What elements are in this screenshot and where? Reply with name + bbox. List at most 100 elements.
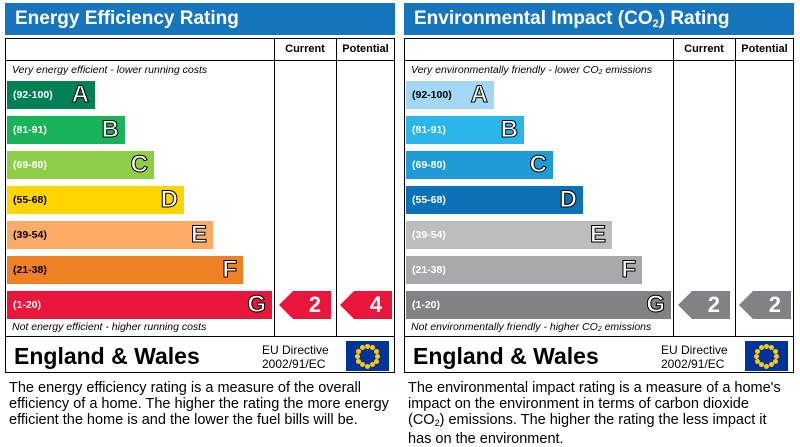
note-subscript: 2: [597, 326, 602, 333]
directive-line: 2002/91/EC: [661, 357, 725, 371]
star-icon: [356, 348, 362, 354]
title-text-end: ) Rating: [658, 8, 730, 29]
band-range: (55-68): [13, 194, 47, 206]
rating-band-b: (81-91) B: [406, 116, 524, 144]
note-text-end: emissions: [601, 321, 652, 333]
rating-band-g: (1-20) G: [406, 291, 671, 319]
star-icon: [370, 362, 375, 368]
star-icon: [355, 353, 360, 359]
top-note: Very energy efficient - lower running co…: [12, 64, 208, 76]
star-icon: [759, 344, 764, 350]
directive-line: EU Directive: [661, 343, 728, 357]
region-label: England & Wales: [413, 343, 599, 369]
star-icon: [373, 358, 379, 364]
star-icon: [360, 344, 365, 350]
divider: [735, 39, 736, 336]
band-range: (39-54): [13, 229, 47, 241]
rating-band-e: (39-54) E: [406, 221, 612, 249]
band-range: (21-38): [412, 264, 446, 276]
band-letter: B: [101, 116, 119, 144]
current-rating-arrow: 2: [678, 291, 730, 319]
rating-band-g: (1-20) G: [7, 291, 272, 319]
note-text-end: emissions: [602, 64, 653, 76]
band-range: (92-100): [13, 89, 53, 101]
band-range: (69-80): [13, 159, 47, 171]
band-letter: G: [247, 291, 267, 319]
star-icon: [755, 348, 761, 354]
desc-subscript: 2: [434, 418, 440, 428]
band-letter: D: [559, 186, 577, 214]
band-letter: E: [190, 221, 207, 249]
rating-band-e: (39-54) E: [7, 221, 213, 249]
rating-band-c: (69-80) C: [7, 151, 154, 179]
band-range: (21-38): [13, 264, 47, 276]
band-letter: B: [500, 116, 518, 144]
divider: [336, 39, 337, 336]
band-range: (81-91): [13, 124, 47, 136]
star-icon: [769, 362, 774, 368]
potential-rating-value: 2: [768, 292, 781, 317]
bottom-note: Not energy efficient - higher running co…: [12, 321, 207, 333]
environment-description: The environmental impact rating is a mea…: [408, 380, 788, 447]
rating-band-c: (69-80) C: [406, 151, 553, 179]
rating-band-d: (55-68) D: [406, 186, 583, 214]
star-icon: [365, 363, 370, 369]
environmental-impact-panel: Environmental Impact (CO2) Rating Curren…: [404, 0, 798, 447]
potential-column-header: Potential: [741, 43, 788, 55]
divider: [405, 336, 793, 337]
band-letter: A: [470, 81, 488, 109]
rating-band-f: (21-38) F: [406, 256, 642, 284]
band-letter: C: [130, 151, 148, 179]
star-icon: [370, 344, 375, 350]
divider: [6, 336, 394, 337]
band-range: (81-91): [412, 124, 446, 136]
star-icon: [764, 343, 769, 349]
divider: [673, 39, 674, 336]
star-icon: [772, 358, 778, 364]
potential-rating-arrow: 2: [739, 291, 791, 319]
eu-directive: EU Directive 2002/91/EC: [661, 343, 728, 371]
note-text: Very environmentally friendly - lower CO: [411, 64, 599, 76]
top-note: Very environmentally friendly - lower CO…: [411, 64, 652, 76]
star-icon: [356, 358, 362, 364]
band-letter: F: [222, 256, 238, 284]
note-subscript: 2: [598, 69, 603, 76]
energy-chart-frame: Current Potential Very energy efficient …: [5, 38, 395, 373]
star-icon: [759, 362, 764, 368]
star-icon: [769, 344, 774, 350]
eu-flag-icon: [745, 341, 788, 371]
title-subscript: 2: [652, 18, 659, 30]
rating-band-a: (92-100) A: [7, 81, 95, 109]
star-icon: [774, 353, 779, 359]
band-letter: C: [529, 151, 547, 179]
current-rating-value: 2: [707, 292, 720, 317]
potential-rating-value: 4: [369, 292, 382, 317]
band-range: (1-20): [13, 299, 42, 311]
current-column-header: Current: [684, 43, 724, 55]
star-icon: [754, 353, 759, 359]
current-column-header: Current: [285, 43, 325, 55]
rating-band-d: (55-68) D: [7, 186, 184, 214]
band-range: (55-68): [412, 194, 446, 206]
current-rating-value: 2: [308, 292, 321, 317]
divider: [6, 60, 394, 61]
star-icon: [365, 343, 370, 349]
band-letter: G: [646, 291, 666, 319]
potential-column-header: Potential: [342, 43, 389, 55]
star-icon: [375, 353, 380, 359]
potential-rating-arrow: 4: [340, 291, 392, 319]
directive-line: EU Directive: [262, 343, 329, 357]
rating-band-a: (92-100) A: [406, 81, 494, 109]
current-rating-arrow: 2: [279, 291, 331, 319]
desc-text: The environmental impact rating is a mea…: [408, 380, 781, 428]
band-letter: E: [589, 221, 606, 249]
star-icon: [772, 348, 778, 354]
star-icon: [360, 362, 365, 368]
environment-title: Environmental Impact (CO2) Rating: [404, 3, 794, 35]
eu-flag-icon: [346, 341, 389, 371]
star-icon: [373, 348, 379, 354]
band-range: (1-20): [412, 299, 441, 311]
rating-band-b: (81-91) B: [7, 116, 125, 144]
desc-text-end: ) emissions. The higher the rating the l…: [408, 412, 767, 447]
divider: [274, 39, 275, 336]
